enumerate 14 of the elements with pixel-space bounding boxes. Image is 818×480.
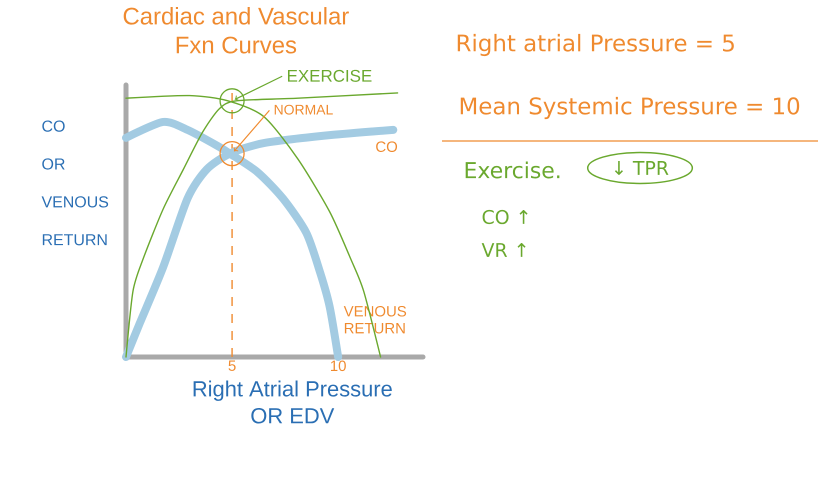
annotation: NORMAL: [274, 104, 333, 115]
annotation: EXERCISE: [288, 70, 372, 82]
text: CO OR VENOUS RETURN: [42, 120, 108, 246]
text: ↓ TPR: [614, 161, 668, 175]
chart-title: Cardiac and Vascular Fxn Curves: [124, 7, 349, 54]
x-tick-label: 5: [228, 360, 236, 371]
text: CO ↑: [482, 210, 528, 224]
series-label: CO: [376, 141, 398, 152]
text: Exercise.: [466, 162, 560, 178]
x-axis-title: Right Atrial Pressure OR EDV: [194, 380, 392, 424]
x-tick-label: 10: [330, 360, 346, 372]
text: VR ↑: [482, 243, 526, 257]
text: Mean Systemic Pressure = 10: [460, 96, 800, 120]
text: Right atrial Pressure = 5: [458, 34, 734, 56]
